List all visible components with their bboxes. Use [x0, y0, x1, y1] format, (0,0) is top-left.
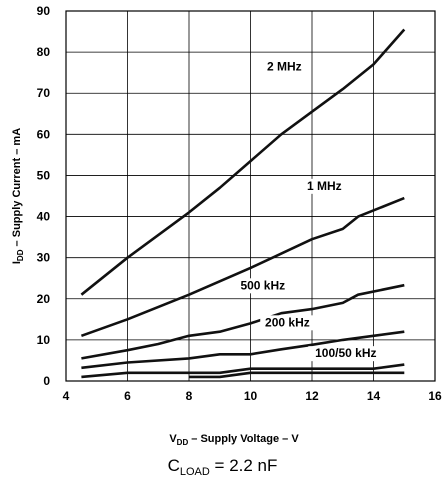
chart-caption: CLOAD = 2.2 nF — [0, 456, 445, 478]
x-tick-label: 6 — [124, 389, 131, 403]
x-tick-label: 10 — [244, 389, 258, 403]
series-label: 1 MHz — [307, 179, 342, 193]
y-tick-label: 20 — [37, 292, 51, 306]
y-tick-label: 50 — [37, 168, 51, 182]
caption-subscript: LOAD — [179, 466, 210, 478]
y-tick-label: 90 — [37, 4, 51, 18]
x-tick-label: 8 — [186, 389, 193, 403]
series-line-50-khz — [189, 371, 405, 379]
y-tick-label: 60 — [37, 127, 51, 141]
y-axis-title: IDD – Supply Current – mA — [11, 128, 25, 264]
series-label-bg — [308, 346, 384, 362]
caption-main: C — [167, 456, 180, 475]
x-axis-title: VDD – Supply Voltage – V — [169, 433, 299, 447]
series-lines — [80, 28, 406, 379]
y-tick-label: 10 — [37, 333, 51, 347]
y-tick-label: 0 — [43, 374, 50, 388]
y-tick-label: 30 — [37, 251, 51, 265]
series-line-2-mhz — [80, 28, 406, 296]
series-label-bg — [260, 315, 315, 331]
x-tick-label: 14 — [367, 389, 381, 403]
caption-rest: = 2.2 nF — [209, 456, 278, 475]
y-tick-label: 40 — [37, 210, 51, 224]
series-line-100-khz — [81, 363, 405, 379]
series-label-bg — [304, 178, 345, 194]
series-line-1-mhz — [80, 196, 405, 338]
series-labels: 2 MHz 1 MHz 500 kHz 200 kHz 100/50 kHz — [235, 59, 384, 362]
x-tick-label: 16 — [428, 389, 442, 403]
series-line-200-khz — [81, 330, 405, 370]
series-line-500-khz — [81, 283, 405, 360]
x-tick-label: 4 — [63, 389, 70, 403]
series-label: 2 MHz — [267, 60, 302, 74]
series-label-bg — [235, 278, 290, 294]
series-label-bg — [264, 59, 305, 75]
series-label: 200 kHz — [265, 315, 310, 329]
plot-frame — [65, 10, 436, 382]
series-label: 500 kHz — [240, 278, 285, 292]
y-tick-label: 80 — [37, 45, 51, 59]
series-label: 100/50 kHz — [315, 346, 376, 360]
tick-labels: 4 6 8 10 12 14 16 0 10 20 30 40 50 60 70 80 90 — [37, 4, 442, 403]
grid — [65, 10, 436, 382]
y-tick-label: 70 — [37, 86, 51, 100]
x-tick-label: 12 — [305, 389, 319, 403]
